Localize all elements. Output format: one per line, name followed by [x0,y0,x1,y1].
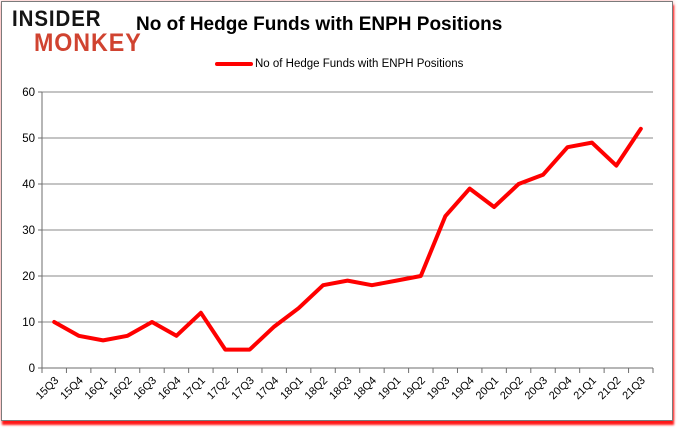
x-axis-label: 21Q1 [571,375,599,403]
x-axis-label: 16Q1 [83,375,111,403]
y-axis-label: 60 [22,87,35,99]
x-axis-label: 16Q3 [132,375,160,403]
logo-text-insider: INSIDER [12,6,102,31]
x-axis-label: 19Q2 [400,375,428,403]
logo-text-monkey: MONKEY [34,29,142,57]
x-axis-label: 17Q1 [180,375,208,403]
x-axis-label: 21Q3 [620,375,648,403]
legend: No of Hedge Funds with ENPH Positions [215,58,463,70]
x-axis-label: 19Q3 [425,375,453,403]
x-axis-label: 21Q2 [596,375,624,403]
y-axis-label: 40 [22,179,35,191]
x-axis-label: 18Q4 [352,375,380,403]
chart-card: INSIDER MONKEY No of Hedge Funds with EN… [1,1,673,421]
x-axis-label: 18Q3 [327,375,355,403]
legend-label: No of Hedge Funds with ENPH Positions [255,58,464,70]
y-axis-label: 0 [29,363,35,375]
x-axis-label: 19Q1 [376,375,404,403]
x-axis-label: 17Q4 [254,375,282,403]
insider-monkey-logo: INSIDER MONKEY [12,8,150,56]
x-axis-label: 20Q3 [523,375,551,403]
x-axis-label: 15Q4 [58,375,86,403]
y-axis-label: 10 [22,317,35,329]
x-axis-label: 17Q3 [229,375,257,403]
series-line [52,126,643,352]
y-axis-label: 50 [22,133,35,145]
x-axis-label: 20Q1 [474,375,502,403]
x-axis-label: 20Q2 [498,375,526,403]
x-axis-label: 16Q2 [107,375,135,403]
x-axis-label: 18Q1 [278,375,306,403]
x-axis-label: 17Q2 [205,375,233,403]
x-axis-label: 20Q4 [547,375,575,403]
x-axis-label: 15Q3 [34,375,62,403]
y-axis-label: 30 [22,225,35,237]
y-axis-label: 20 [22,271,35,283]
x-axis-label: 19Q4 [449,375,477,403]
chart-title: No of Hedge Funds with ENPH Positions [136,14,503,35]
x-axis-label: 18Q2 [303,375,331,403]
legend-line-swatch [215,62,253,66]
line-chart: 010203040506015Q315Q416Q116Q216Q316Q417Q… [22,87,654,403]
x-axis-label: 16Q4 [156,375,184,403]
